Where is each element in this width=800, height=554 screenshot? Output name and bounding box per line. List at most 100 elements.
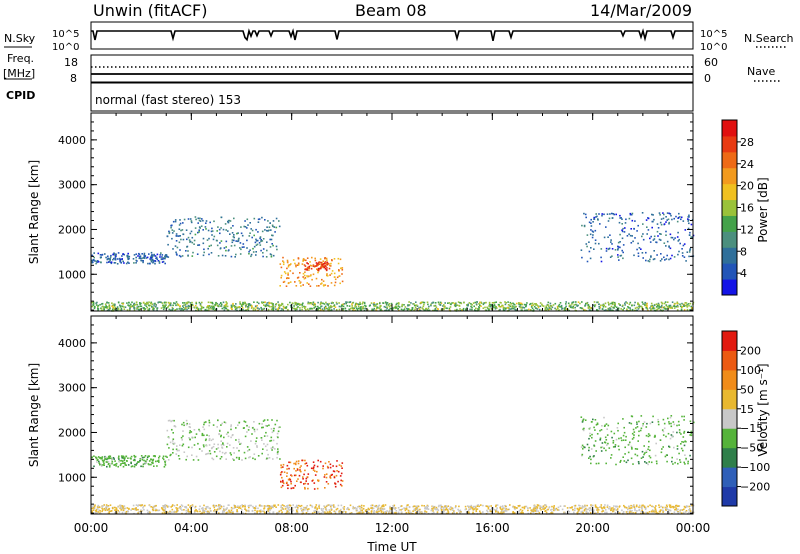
- power-echo-cell: [586, 260, 589, 263]
- velocity-echo-cell: [643, 421, 646, 423]
- velocity-echo-cell: [656, 462, 658, 465]
- velocity-echo-cell: [587, 508, 589, 511]
- power-echo-cell: [275, 245, 278, 248]
- power-echo-cell: [108, 304, 111, 306]
- nsky-frame: [90, 21, 694, 50]
- velocity-echo-cell: [103, 464, 105, 466]
- power-echo-cell: [585, 302, 587, 305]
- power-echo-cell: [150, 257, 152, 259]
- power-echo-cell: [166, 255, 168, 258]
- velocity-echo-cell: [194, 505, 197, 508]
- power-echo-cell: [211, 234, 213, 236]
- velocity-echo-cell: [246, 424, 248, 427]
- power-echo-cell: [542, 305, 545, 307]
- power-echo-cell: [266, 241, 268, 243]
- power-echo-cell: [325, 301, 327, 304]
- power-echo-cell: [677, 306, 679, 308]
- velocity-echo-cell: [164, 463, 167, 465]
- power-echo-cell: [385, 309, 388, 311]
- velocity-echo-cell: [237, 505, 239, 507]
- velocity-echo-cell: [689, 454, 691, 457]
- velocity-echo-cell: [468, 505, 471, 508]
- power-echo-cell: [656, 308, 658, 311]
- power-echo-cell: [217, 226, 219, 228]
- power-echo-cell: [282, 281, 285, 283]
- power-echo-cell: [252, 247, 254, 250]
- power-echo-cell: [316, 268, 318, 270]
- velocity-echo-cell: [99, 463, 102, 465]
- power-echo-cell: [106, 307, 108, 309]
- power-echo-cell: [342, 308, 344, 311]
- power-echo-cell: [681, 252, 684, 254]
- velocity-echo-cell: [626, 510, 629, 513]
- power-echo-cell: [365, 305, 367, 307]
- power-echo-cell: [231, 232, 234, 234]
- velocity-echo-cell: [114, 463, 117, 466]
- power-echo-cell: [338, 302, 340, 304]
- velocity-echo-cell: [281, 476, 283, 479]
- velocity-echo-cell: [94, 504, 96, 506]
- power-echo-cell: [585, 243, 588, 245]
- power-echo-cell: [108, 260, 111, 263]
- power-echo-cell: [467, 303, 469, 306]
- nsky-trace: [91, 28, 693, 42]
- velocity-echo-cell: [220, 435, 222, 438]
- velocity-echo-cell: [645, 426, 648, 428]
- velocity-echo-cell: [676, 424, 678, 427]
- velocity-echo-cell: [185, 511, 188, 514]
- velocity-echo-cell: [653, 436, 656, 438]
- power-echo-cell: [397, 305, 400, 307]
- power-echo-cell: [190, 221, 193, 224]
- velocity-echo-cell: [236, 510, 238, 513]
- velocity-echo-cell: [226, 442, 229, 445]
- power-echo-cell: [278, 225, 281, 228]
- power-echo-cell: [208, 237, 210, 240]
- velocity-echo-cell: [636, 454, 639, 457]
- power-echo-cell: [453, 302, 456, 305]
- velocity-echo-cell: [573, 511, 575, 514]
- power-ytick-label: 3000: [58, 179, 86, 192]
- power-colorbar-swatch: [722, 120, 737, 137]
- power-echo-cell: [398, 306, 401, 308]
- power-echo-cell: [641, 306, 643, 309]
- velocity-echo-cell: [253, 428, 256, 431]
- power-echo-cell: [201, 301, 203, 304]
- velocity-echo-cell: [271, 419, 273, 421]
- velocity-echo-cell: [582, 419, 584, 422]
- power-echo-cell: [233, 239, 235, 242]
- power-echo-cell: [676, 220, 679, 223]
- power-echo-cell: [530, 306, 533, 308]
- power-echo-cell: [683, 304, 685, 307]
- velocity-echo-cell: [258, 422, 261, 425]
- velocity-echo-cell: [311, 506, 314, 508]
- power-echo-cell: [224, 223, 227, 225]
- velocity-echo-cell: [610, 457, 612, 459]
- power-echo-cell: [161, 256, 163, 258]
- velocity-echo-cell: [144, 504, 146, 507]
- velocity-echo-cell: [377, 505, 380, 507]
- velocity-echo-cell: [585, 511, 588, 513]
- power-echo-cell: [223, 309, 226, 311]
- velocity-echo-cell: [303, 483, 305, 485]
- power-data-layer: [91, 212, 695, 312]
- velocity-echo-cell: [424, 506, 426, 509]
- velocity-echo-cell: [683, 511, 685, 514]
- power-echo-cell: [233, 305, 236, 307]
- power-echo-cell: [530, 302, 532, 305]
- power-echo-cell: [178, 224, 181, 226]
- power-echo-cell: [214, 308, 217, 311]
- power-echo-cell: [485, 309, 488, 312]
- power-echo-cell: [418, 309, 421, 311]
- velocity-echo-cell: [578, 507, 581, 509]
- velocity-echo-cell: [133, 458, 136, 461]
- velocity-echo-cell: [234, 506, 236, 509]
- power-echo-cell: [135, 256, 137, 259]
- velocity-echo-cell: [377, 508, 380, 510]
- power-echo-cell: [669, 304, 672, 307]
- power-echo-cell: [342, 305, 345, 308]
- velocity-echo-cell: [247, 429, 250, 431]
- velocity-echo-cell: [263, 507, 265, 510]
- velocity-echo-cell: [179, 444, 181, 446]
- power-echo-cell: [653, 258, 656, 260]
- velocity-echo-cell: [507, 508, 509, 511]
